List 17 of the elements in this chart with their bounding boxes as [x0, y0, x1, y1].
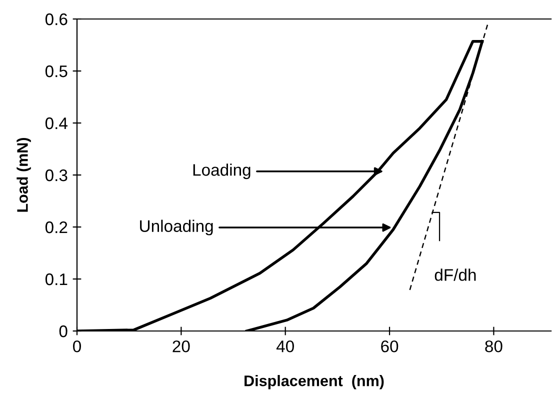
y-axis-title: Load (mN)	[16, 138, 31, 212]
x-tick-label: 80	[485, 340, 502, 352]
x-tick-label: 0	[73, 340, 81, 352]
annotation: dF/dh	[434, 268, 476, 281]
annotation: Loading	[193, 164, 250, 180]
y-tick-label: 0.1	[45, 273, 68, 286]
x-axis-title: Displacement (nm)	[244, 375, 384, 390]
y-tick-label: 0.3	[45, 169, 68, 182]
y-tick-label: 0.4	[45, 117, 68, 130]
y-tick-label: 0.2	[45, 221, 68, 234]
x-tick-label: 40	[276, 340, 294, 352]
y-tick-label: 0	[59, 325, 68, 338]
y-tick-label: 0.6	[45, 13, 68, 26]
x-tick-label: 60	[381, 340, 398, 352]
annotation: Unloading	[140, 220, 213, 236]
y-tick-label: 0.5	[45, 65, 68, 78]
x-tick-label: 20	[172, 340, 190, 352]
